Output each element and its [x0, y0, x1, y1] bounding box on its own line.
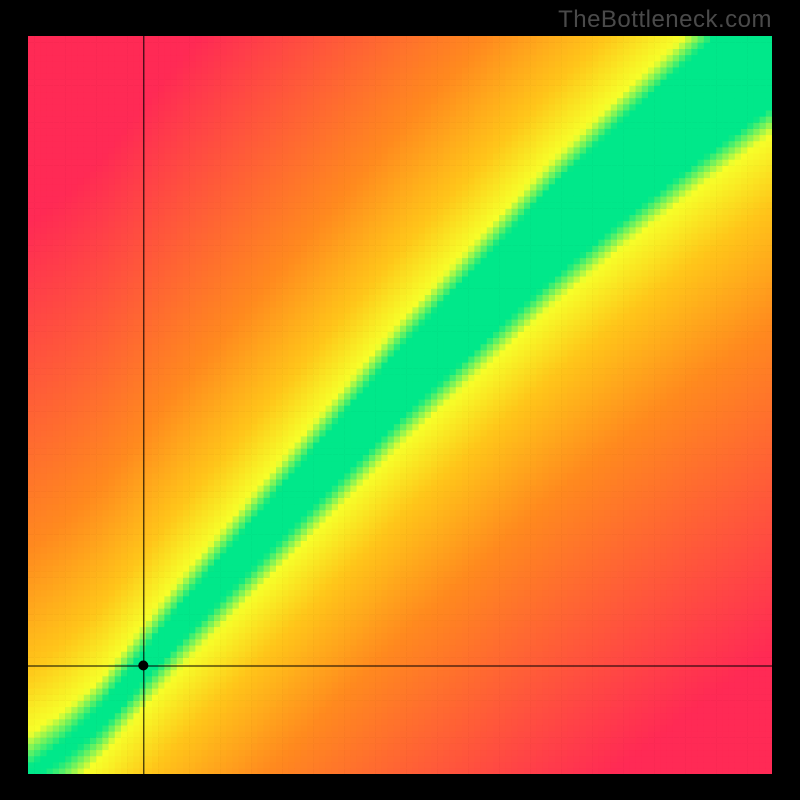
heatmap-plot-area: [28, 36, 772, 774]
attribution-text: TheBottleneck.com: [558, 6, 772, 34]
bottleneck-heatmap-canvas: [28, 36, 772, 774]
